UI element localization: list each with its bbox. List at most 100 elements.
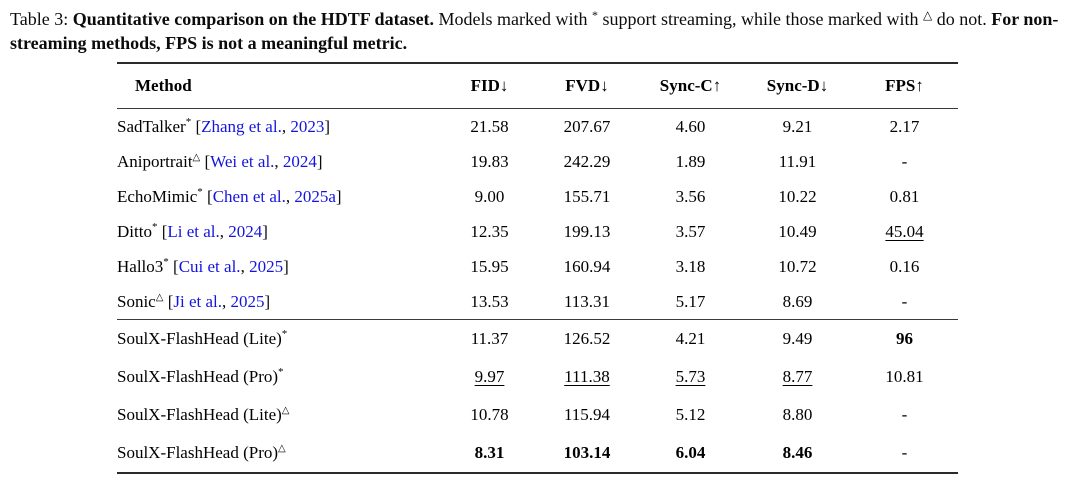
value-cell: 242.29	[563, 151, 611, 171]
non-streaming-marker: △	[155, 291, 164, 303]
value-cell: 3.56	[675, 186, 706, 206]
value-cell: 6.04	[675, 443, 706, 462]
citation-bracket-open: [	[191, 116, 202, 136]
value-cell: 13.53	[470, 291, 509, 311]
value-cell: -	[901, 405, 908, 424]
column-header: Method	[135, 76, 192, 95]
value-cell: 10.22	[778, 186, 817, 206]
value-cell: 9.49	[782, 329, 813, 348]
value-cell: 5.12	[675, 405, 706, 424]
caption-segment: support streaming, while those marked wi…	[598, 9, 923, 29]
citation-year-link[interactable]: 2023	[290, 116, 325, 136]
value-cell: 96	[896, 329, 913, 348]
streaming-marker: *	[278, 366, 284, 378]
method-cell: SoulX-FlashHead (Pro)△	[117, 434, 442, 473]
table-row: SoulX-FlashHead (Lite)* 11.37 126.52 4.21 9.…	[117, 320, 958, 359]
value-cell: 155.71	[563, 186, 611, 206]
citation-bracket-close: ]	[283, 256, 289, 276]
citation-bracket-open: [	[157, 221, 168, 241]
non-streaming-marker: △	[192, 151, 201, 163]
citation-separator: ,	[274, 151, 283, 171]
citation-author-link[interactable]: Cui et al.	[178, 256, 241, 276]
table-group-soulx: SoulX-FlashHead (Lite)* 11.37 126.52 4.21 9.…	[117, 320, 958, 474]
table-row: Sonic△ [Ji et al., 2025] 13.53 113.31 5.17 8…	[117, 284, 958, 320]
citation-year-link[interactable]: 2024	[228, 221, 263, 241]
table-row: SoulX-FlashHead (Pro)△ 8.31 103.14 6.04 8.46…	[117, 434, 958, 473]
caption-segment: △	[922, 8, 933, 22]
citation-author-link[interactable]: Zhang et al.	[201, 116, 282, 136]
caption-segment: do not.	[932, 9, 992, 29]
value-cell: 113.31	[563, 291, 611, 311]
method-name: Ditto	[117, 221, 152, 241]
value-cell: 199.13	[563, 221, 611, 241]
value-cell: 207.67	[563, 116, 611, 136]
value-cell: 8.77	[782, 367, 813, 386]
streaming-marker: *	[197, 185, 203, 198]
table-row: EchoMimic* [Chen et al., 2025a] 9.00 155.7…	[117, 179, 958, 214]
citation-author-link[interactable]: Li et al.	[167, 221, 220, 241]
value-cell: 11.91	[778, 151, 817, 171]
caption-segment: *	[592, 8, 599, 22]
value-cell: 115.94	[563, 405, 611, 424]
streaming-marker: *	[281, 328, 288, 340]
method-name: EchoMimic	[117, 186, 198, 206]
table-row: Hallo3* [Cui et al., 2025] 15.95 160.94 3.1…	[117, 249, 958, 284]
citation-bracket-open: [	[200, 151, 211, 171]
method-cell: SoulX-FlashHead (Pro)*	[117, 358, 442, 396]
citation-year-link[interactable]: 2025a	[294, 186, 336, 206]
value-cell: 9.21	[782, 116, 813, 136]
value-cell: 8.46	[782, 443, 813, 462]
value-cell: 9.00	[474, 186, 505, 206]
table-row: Ditto* [Li et al., 2024] 12.35 199.13 3.57 1…	[117, 214, 958, 249]
value-cell: 0.81	[889, 186, 920, 206]
value-cell: 4.21	[675, 329, 706, 348]
citation-year-link[interactable]: 2024	[282, 151, 317, 171]
table-row: SoulX-FlashHead (Lite)△ 10.78 115.94 5.12 8.…	[117, 396, 958, 434]
value-cell: 9.97	[474, 367, 505, 386]
table-row: SoulX-FlashHead (Pro)* 9.97 111.38 5.73 8.77…	[117, 358, 958, 396]
citation-bracket-close: ]	[262, 221, 268, 241]
citation-year-link[interactable]: 2025	[249, 256, 284, 276]
method-cell: Sonic△ [Ji et al., 2025]	[117, 284, 442, 320]
method-cell: SoulX-FlashHead (Lite)△	[117, 396, 442, 434]
citation-bracket-open: [	[168, 256, 179, 276]
method-name: SoulX-FlashHead (Lite)	[117, 405, 282, 424]
non-streaming-marker: △	[278, 443, 286, 454]
citation-bracket-close: ]	[316, 151, 323, 171]
citation-author-link[interactable]: Ji et al.	[173, 291, 222, 311]
value-cell: 160.94	[563, 256, 611, 276]
citation-separator: ,	[222, 291, 231, 311]
column-header: FVD↓	[565, 76, 609, 95]
value-cell: 10.49	[778, 221, 817, 241]
value-cell: 8.31	[474, 443, 505, 462]
method-name: Hallo3	[117, 256, 164, 276]
value-cell: 8.80	[782, 405, 813, 424]
citation-separator: ,	[281, 116, 291, 136]
value-cell: 5.17	[675, 291, 706, 311]
method-name: Aniportrait	[117, 151, 193, 171]
method-cell: EchoMimic* [Chen et al., 2025a]	[117, 179, 442, 214]
method-name: SoulX-FlashHead (Lite)	[117, 329, 282, 348]
method-cell: SadTalker* [Zhang et al., 2023]	[117, 109, 442, 145]
caption-segment: Models marked with	[434, 9, 593, 29]
citation-bracket-close: ]	[264, 291, 271, 311]
value-cell: 5.73	[675, 367, 706, 386]
streaming-marker: *	[163, 255, 169, 268]
citation-bracket-close: ]	[335, 186, 342, 206]
value-cell: 12.35	[470, 221, 509, 241]
citation-bracket-close: ]	[324, 116, 330, 136]
header-row: Method FID↓ FVD↓ Sync-C↑ Sync-D↓ FPS↑	[117, 63, 958, 109]
citation-bracket-open: [	[202, 186, 213, 206]
caption-segment: For non-streaming methods, FPS is not a …	[10, 9, 1059, 53]
non-streaming-marker: △	[281, 405, 290, 416]
citation-bracket-open: [	[163, 291, 174, 311]
value-cell: 10.81	[885, 367, 924, 386]
value-cell: 0.16	[889, 256, 920, 276]
value-cell: -	[901, 291, 908, 311]
value-cell: 10.78	[470, 405, 509, 424]
citation-author-link[interactable]: Chen et al.	[212, 186, 286, 206]
table-group-baselines: SadTalker* [Zhang et al., 2023] 21.58 207.…	[117, 109, 958, 320]
citation-author-link[interactable]: Wei et al.	[210, 151, 275, 171]
method-name: SoulX-FlashHead (Pro)	[117, 443, 279, 462]
citation-year-link[interactable]: 2025	[230, 291, 265, 311]
